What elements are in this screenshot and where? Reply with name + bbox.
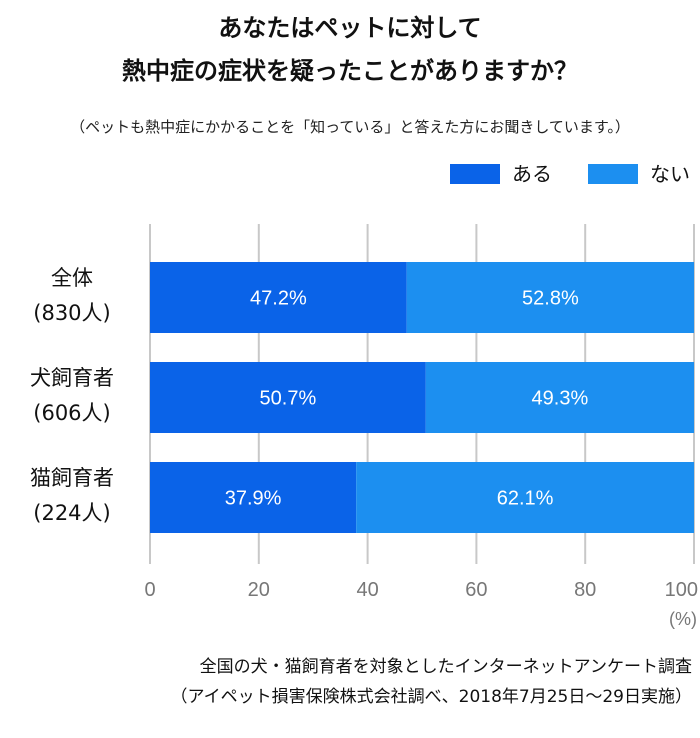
category-count-2: (224人) <box>33 501 110 525</box>
bar-label-2-1: 62.1% <box>497 488 554 510</box>
chart-title-line-2: 熱中症の症状を疑ったことがありますか？ <box>122 57 578 85</box>
bar-label-2-0: 37.9% <box>225 488 282 510</box>
category-count-0: (830人) <box>33 301 110 325</box>
category-count-1: (606人) <box>33 401 110 425</box>
bar-0-1 <box>406 262 694 333</box>
bar-1-0 <box>150 362 426 433</box>
bar-label-1-1: 49.3% <box>532 388 589 410</box>
legend-item-no: ない <box>588 160 690 188</box>
bar-1-1 <box>425 362 694 433</box>
legend-item-yes: ある <box>450 160 552 188</box>
legend-swatch-no <box>588 164 638 184</box>
tick-label-0: 0 <box>144 579 155 601</box>
legend-label-yes: ある <box>512 162 552 186</box>
legend-label-no: ない <box>650 162 690 186</box>
tick-label-20: 20 <box>248 579 270 601</box>
source-line-1: 全国の犬・猫飼育者を対象としたインターネットアンケート調査 <box>199 657 692 677</box>
source-line-2: （アイペット損害保険株式会社調べ、2018年7月25日〜29日実施） <box>170 687 693 707</box>
axis-unit-label: (%) <box>669 609 697 629</box>
bar-0-0 <box>150 262 407 333</box>
tick-label-100: 100 <box>665 579 698 601</box>
legend-swatch-yes <box>450 164 500 184</box>
legend: ある ない <box>414 160 690 188</box>
category-label-2: 猫飼育者 <box>30 466 114 490</box>
bar-2-1 <box>356 462 694 533</box>
bar-2-0 <box>150 462 357 533</box>
tick-label-40: 40 <box>356 579 378 601</box>
tick-label-60: 60 <box>465 579 487 601</box>
bar-label-0-0: 47.2% <box>250 288 307 310</box>
chart-subtitle: （ペットも熱中症にかかることを「知っている」と答えた方にお聞きしています。） <box>70 118 630 136</box>
category-label-0: 全体 <box>51 266 93 290</box>
category-label-1: 犬飼育者 <box>30 366 114 390</box>
bar-label-0-1: 52.8% <box>522 288 579 310</box>
chart-title-line-1: あなたはペットに対して <box>218 14 482 42</box>
bar-label-1-0: 50.7% <box>260 388 317 410</box>
tick-label-80: 80 <box>574 579 596 601</box>
